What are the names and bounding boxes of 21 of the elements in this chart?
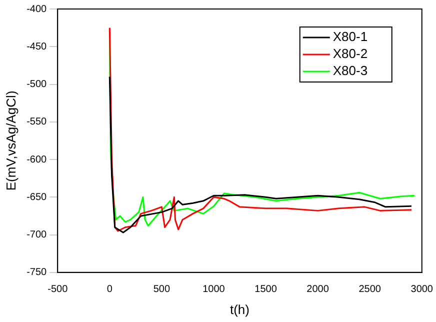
legend-label: X80-1 (332, 29, 368, 44)
x-tick-label: 2000 (306, 284, 330, 296)
y-tick-label: -600 (26, 154, 48, 166)
x-tick-label: 3000 (410, 284, 434, 296)
y-axis-title: E(mV,vsAg/AgCl) (3, 90, 18, 191)
x-tick-label: 2500 (358, 284, 382, 296)
y-tick-label: -650 (26, 192, 48, 203)
legend-label: X80-2 (332, 46, 368, 62)
y-tick-label: -450 (26, 41, 48, 52)
x-tick-label: 1500 (254, 284, 278, 296)
y-tick-label: -750 (26, 267, 48, 278)
x-tick-label: -500 (48, 284, 68, 296)
y-tick-label: -500 (26, 79, 48, 90)
y-tick-label: -700 (26, 230, 48, 241)
legend-label: X80-3 (332, 63, 368, 78)
x-tick-label: 0 (106, 284, 113, 296)
x-axis-title: t(h) (230, 302, 250, 317)
x-tick-label: 500 (153, 284, 170, 296)
y-tick-label: -550 (26, 116, 48, 128)
x-tick-label: 1000 (202, 284, 226, 296)
y-tick-label: -400 (26, 4, 48, 15)
